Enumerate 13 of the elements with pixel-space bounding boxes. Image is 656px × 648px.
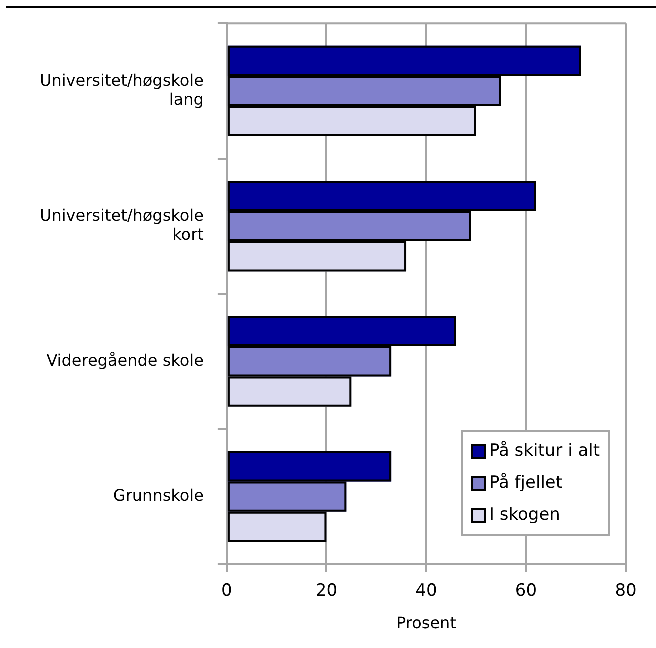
x-tick-label: 20 [316,581,338,602]
y-tick-label: Grunnskole [113,486,204,505]
y-tick-label: Universitet/høgskole lang [40,70,204,109]
x-tick-label: 80 [615,581,637,602]
y-tick-label: Videregående skole [46,350,204,370]
x-tick-label: 60 [515,581,538,602]
legend-label: På skitur i alt [490,440,600,464]
y-tick-label: Universitet/høgskole kort [40,206,204,244]
x-axis-title: Prosent [396,614,456,633]
legend-label: I skogen [490,504,560,528]
x-tick-label: 0 [222,581,232,602]
legend-label: På fjellet [490,472,563,496]
x-tick-label: 40 [416,581,438,602]
